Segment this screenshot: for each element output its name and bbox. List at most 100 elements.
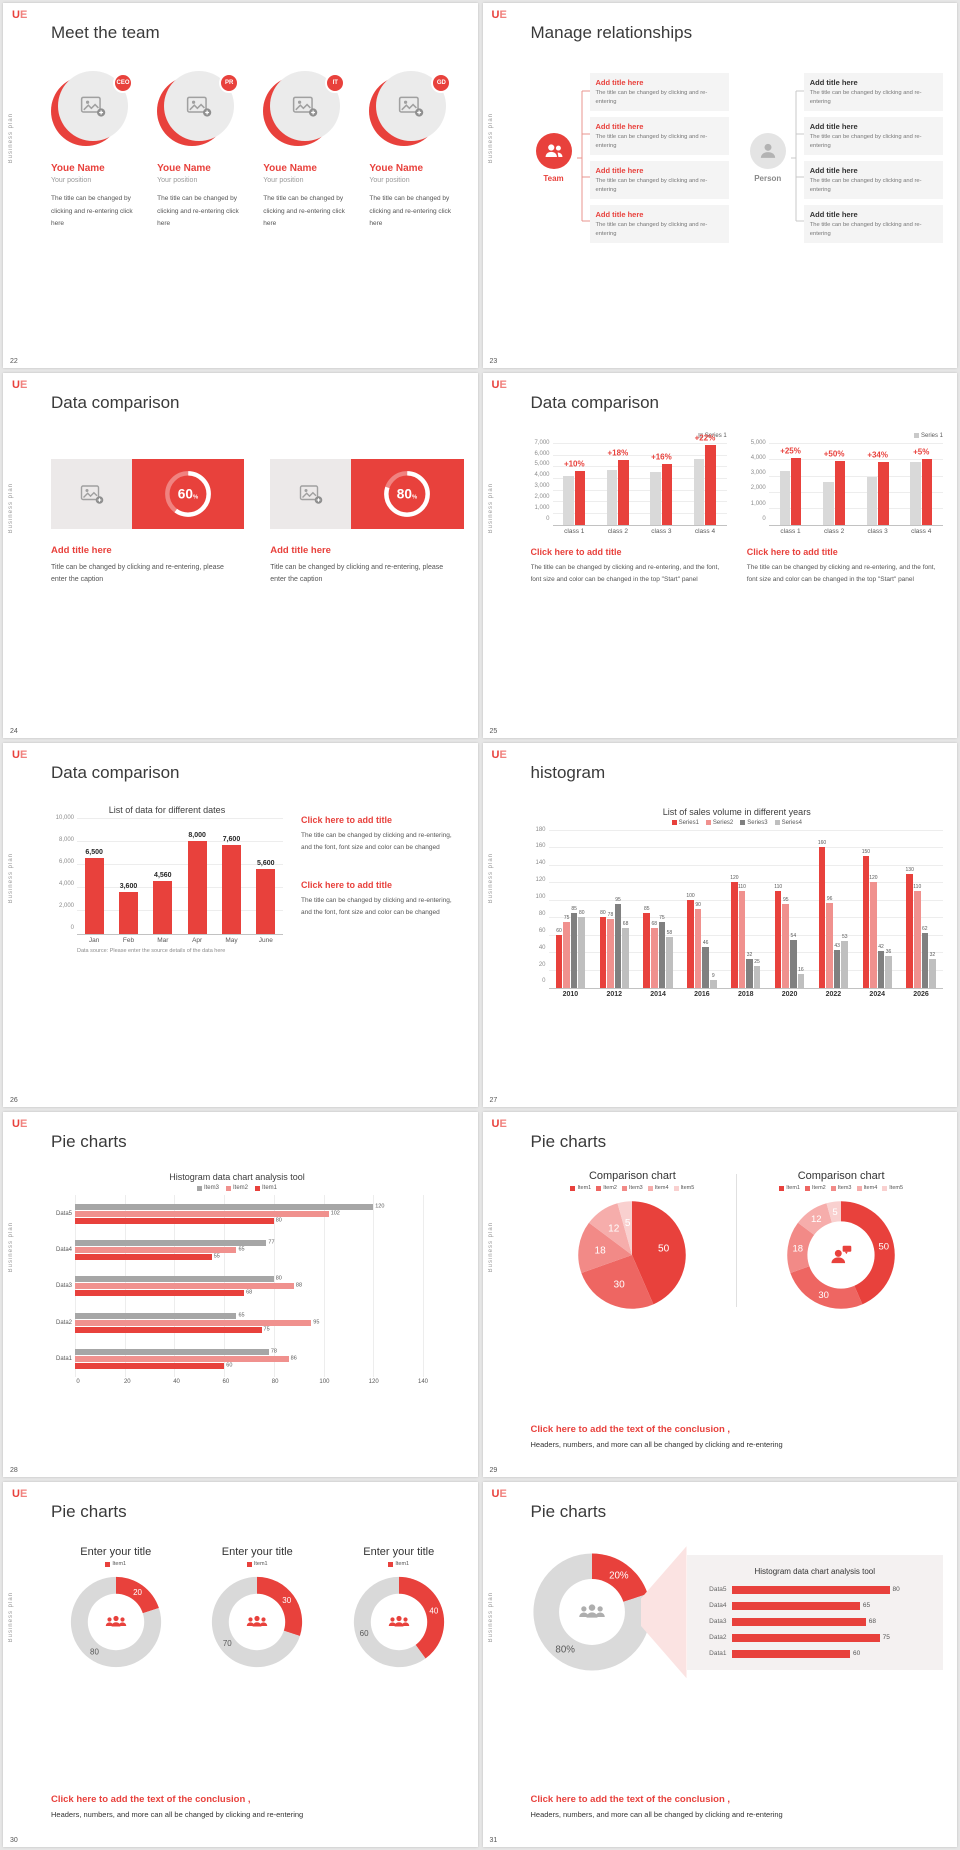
slide-content: Enter your title Item1 20 80 Enter your t… [51, 1538, 464, 1835]
item-description: The title can be changed by clicking and… [809, 134, 922, 149]
team-member: CEO Youe Name Your position The title ca… [51, 71, 145, 231]
item-description: The title can be changed by clicking and… [809, 178, 922, 193]
slide-content: CEO Youe Name Your position The title ca… [51, 59, 464, 356]
person-chat-icon [828, 1242, 854, 1268]
svg-text:80: 80 [90, 1648, 99, 1657]
chart-title: Enter your title [80, 1546, 152, 1559]
relationship-item: Add title here The title can be changed … [803, 161, 943, 199]
role-badge: GD [431, 73, 452, 93]
relationship-item: Add title here The title can be changed … [589, 117, 729, 155]
slide-23-thumbnail[interactable]: UE Business plan Manage relationships Te… [482, 3, 957, 368]
connector-lines [576, 90, 590, 222]
card-title: Add title here [51, 544, 112, 556]
slide-26-thumbnail[interactable]: UE Business plan Data comparison List of… [3, 742, 478, 1108]
slide-30-thumbnail[interactable]: UE Business plan Pie charts Enter your t… [3, 1482, 478, 1847]
slide-content: Series 1 7,000 6,000 5,000 4,000 3,000 2,000 1,… [530, 429, 943, 726]
slide-content: List of data for different dates 10,000 8,… [51, 799, 464, 1096]
donut-panel: Enter your title Item1 20 80 [51, 1546, 181, 1669]
svg-text:50: 50 [658, 1244, 670, 1255]
page-number: 27 [489, 1097, 498, 1105]
chart-title: Comparison chart [588, 1170, 676, 1183]
team-member: IT Youe Name Your position The title can… [263, 71, 357, 231]
block-title: Click here to add title [301, 879, 393, 890]
item-title: Add title here [809, 122, 858, 131]
item-title: Add title here [809, 78, 858, 87]
ue-logo: UE [12, 9, 28, 21]
chart-legend: Item1 Item2 Item3 Item4 Item5 [570, 1185, 694, 1191]
person-icon [757, 140, 779, 162]
connector-lines [790, 90, 804, 222]
slide-31-thumbnail[interactable]: UE Business plan Pie charts 20% 80% Histo… [482, 1482, 957, 1847]
slide-title: Pie charts [530, 1132, 607, 1152]
conclusion-title: Click here to add the text of the conclu… [530, 1793, 731, 1805]
people-icon [104, 1610, 128, 1634]
person-node: Person [745, 133, 791, 183]
team-member: GD Youe Name Your position The title can… [369, 71, 463, 231]
column-chart: List of data for different dates 10,000 8,… [51, 805, 283, 954]
relationship-item: Add title here The title can be changed … [589, 161, 729, 199]
page-number: 23 [489, 357, 498, 365]
block-description: The title can be changed by clicking and… [301, 831, 452, 851]
vertical-divider [736, 1174, 738, 1308]
svg-text:80%: 80% [555, 1645, 575, 1656]
svg-text:5: 5 [625, 1219, 631, 1230]
relationship-item: Add title here The title can be changed … [803, 117, 943, 155]
slide-title: histogram [530, 762, 606, 782]
ue-logo: UE [491, 1118, 507, 1131]
svg-text:40: 40 [429, 1606, 438, 1615]
relationship-item: Add title here The title can be changed … [589, 73, 729, 111]
column-chart: Series 1 5,000 4,000 3,000 2,000 1,000 0 +25% +5… [750, 432, 943, 535]
avatar: GD [369, 71, 452, 151]
donut-chart: 20% 80% [531, 1551, 653, 1673]
sidebar-vertical-label: Business plan [8, 1592, 14, 1643]
slide-27-thumbnail[interactable]: UE Business plan histogram List of sales… [482, 742, 957, 1108]
page-number: 31 [489, 1836, 498, 1844]
slide-28-thumbnail[interactable]: UE Business plan Pie charts Histogram da… [3, 1112, 478, 1478]
team-member: PR Youe Name Your position The title can… [157, 71, 251, 231]
relationship-item: Add title here The title can be changed … [589, 205, 729, 243]
item-description: The title can be changed by clicking and… [595, 134, 708, 149]
slide-content: 20% 80% Histogram data chart analysis too… [530, 1538, 943, 1835]
sidebar-vertical-label: Business plan [487, 113, 494, 164]
slide-content: Team Add title here The title can be cha… [531, 59, 943, 356]
role-badge: IT [325, 73, 346, 93]
text-block: Click here to add title The title can be… [301, 815, 464, 854]
ue-logo: UE [491, 1488, 507, 1501]
donut-chart: 30 70 [210, 1575, 304, 1669]
team-node: Team [531, 133, 577, 183]
member-position: Your position [369, 177, 410, 184]
slide-25-thumbnail[interactable]: UE Business plan Data comparison Series … [482, 372, 957, 738]
team-group: Team Add title here The title can be cha… [531, 73, 729, 243]
chart-panel: Series 1 5,000 4,000 3,000 2,000 1,000 0 +25% +5… [747, 431, 943, 586]
team-label: Team [543, 174, 564, 183]
item-title: Add title here [809, 166, 858, 175]
slide-29-thumbnail[interactable]: UE Business plan Pie charts Comparison c… [482, 1112, 957, 1478]
slide-title: Pie charts [51, 1502, 127, 1522]
slide-22-thumbnail[interactable]: UE Business plan Meet the team CEO Youe … [3, 3, 478, 368]
page-number: 22 [10, 357, 18, 365]
card-description: Title can be changed by clicking and re-… [51, 563, 224, 584]
chart-legend: Item1 Item2 Item3 Item4 Item5 [779, 1185, 903, 1191]
sidebar-vertical-label: Business plan [8, 852, 14, 903]
svg-text:18: 18 [793, 1244, 804, 1255]
data-card: 80% Add title here Title can be changed … [270, 458, 464, 587]
relationship-item: Add title here The title can be changed … [803, 73, 943, 111]
chart-legend: Item1 [105, 1561, 126, 1567]
sidebar-vertical-label: Business plan [487, 852, 494, 903]
image-placeholder-icon [80, 482, 104, 506]
data-card: 60% Add title here Title can be changed … [51, 458, 245, 587]
member-description: The title can be changed by clicking and… [369, 195, 452, 228]
member-position: Your position [51, 177, 92, 184]
svg-text:12: 12 [609, 1224, 621, 1235]
item-description: The title can be changed by clicking and… [595, 222, 708, 237]
ue-logo: UE [12, 1488, 28, 1501]
block-title: Click here to add title [530, 546, 622, 557]
conclusion: Click here to add the text of the conclu… [531, 1424, 944, 1449]
slide-24-thumbnail[interactable]: UE Business plan Data comparison 60% Add… [3, 372, 478, 738]
people-icon [387, 1610, 411, 1634]
conclusion-description: Headers, numbers, and more can all be ch… [530, 1440, 783, 1450]
ue-logo: UE [491, 378, 507, 391]
person-label: Person [754, 174, 782, 183]
pie-chart: 50 30 18 12 5 [576, 1199, 688, 1311]
